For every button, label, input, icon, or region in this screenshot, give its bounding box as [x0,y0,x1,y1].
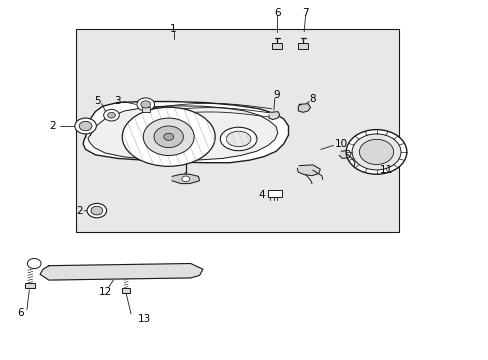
Polygon shape [297,165,320,176]
Circle shape [103,109,119,121]
Circle shape [91,206,102,215]
Text: 9: 9 [272,90,279,100]
Text: 4: 4 [258,190,264,201]
Polygon shape [339,150,350,158]
Circle shape [107,112,115,118]
Text: 10: 10 [334,139,347,149]
Ellipse shape [226,131,250,147]
Text: 5: 5 [94,96,101,106]
Text: 2: 2 [49,121,56,131]
Circle shape [346,130,406,174]
Polygon shape [40,264,203,280]
Bar [76,29,398,232]
Circle shape [154,126,183,148]
Circle shape [141,101,150,108]
Bar [122,288,130,293]
Bar [142,107,149,112]
Polygon shape [268,112,279,120]
Text: 2: 2 [76,206,82,216]
Polygon shape [88,106,277,160]
Ellipse shape [122,107,215,166]
Text: 8: 8 [309,94,316,104]
Circle shape [75,118,96,134]
Bar [272,43,282,49]
Text: 3: 3 [114,96,121,106]
Circle shape [137,98,154,111]
Circle shape [163,133,173,140]
Circle shape [351,134,400,170]
Text: 13: 13 [137,314,151,324]
Bar [25,283,35,288]
Text: 6: 6 [273,8,280,18]
Text: 7: 7 [302,8,308,18]
Bar [298,43,307,49]
Text: 12: 12 [98,287,112,297]
Circle shape [87,203,106,218]
Bar [267,190,281,197]
Text: 11: 11 [379,165,392,175]
Polygon shape [172,174,199,184]
Polygon shape [298,104,310,112]
Polygon shape [83,102,288,163]
Circle shape [79,121,92,131]
Circle shape [359,139,393,165]
Circle shape [143,118,194,156]
Ellipse shape [220,127,257,151]
Text: 6: 6 [17,308,24,318]
Bar [80,129,91,131]
Circle shape [27,258,41,269]
Circle shape [182,176,189,182]
Text: 1: 1 [170,24,177,34]
